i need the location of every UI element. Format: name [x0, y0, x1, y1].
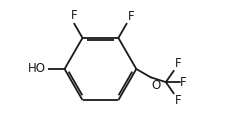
Text: O: O [151, 79, 161, 92]
Text: F: F [174, 94, 181, 107]
Text: F: F [180, 76, 187, 89]
Text: F: F [174, 57, 181, 70]
Text: F: F [128, 10, 135, 23]
Text: HO: HO [28, 63, 46, 75]
Text: F: F [71, 9, 77, 22]
